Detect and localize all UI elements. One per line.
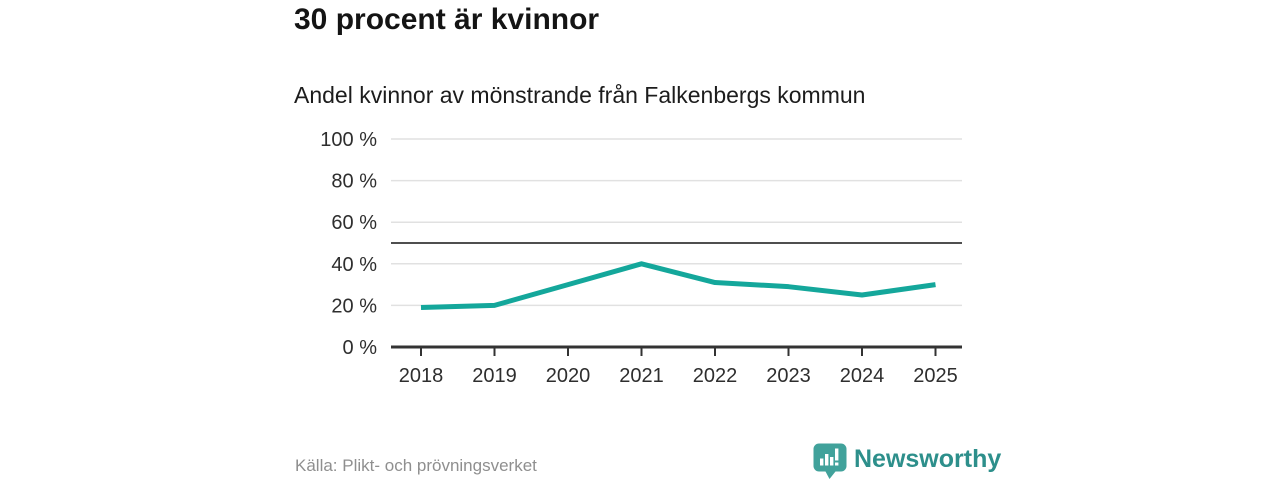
- x-axis-label: 2025: [913, 365, 958, 387]
- x-axis-label: 2021: [619, 365, 664, 387]
- y-axis-label: 80 %: [331, 171, 377, 193]
- newsworthy-bubble-chart-icon: [813, 443, 847, 479]
- brand-wordmark: Newsworthy: [854, 445, 1002, 473]
- data-line-series: [420, 261, 936, 310]
- page-title: 30 procent är kvinnor: [294, 3, 600, 36]
- x-axis-label: 2023: [766, 365, 811, 387]
- chart-subtitle: Andel kvinnor av mönstrande från Falkenb…: [294, 82, 866, 108]
- y-axis-label: 20 %: [331, 295, 377, 317]
- y-axis-label: 100 %: [320, 129, 377, 151]
- source-attribution: Källa: Plikt- och prövningsverket: [295, 456, 537, 475]
- y-axis-label: 40 %: [331, 254, 377, 276]
- y-axis-label: 60 %: [331, 212, 377, 234]
- x-axis-label: 2018: [399, 365, 444, 387]
- x-axis-label: 2020: [546, 365, 591, 387]
- x-axis-label: 2022: [693, 365, 738, 387]
- x-axis-label: 2024: [840, 365, 885, 387]
- x-axis-label: 2019: [472, 365, 517, 387]
- brand-logo: Newsworthy: [813, 443, 1001, 480]
- y-axis-label: 0 %: [343, 337, 378, 359]
